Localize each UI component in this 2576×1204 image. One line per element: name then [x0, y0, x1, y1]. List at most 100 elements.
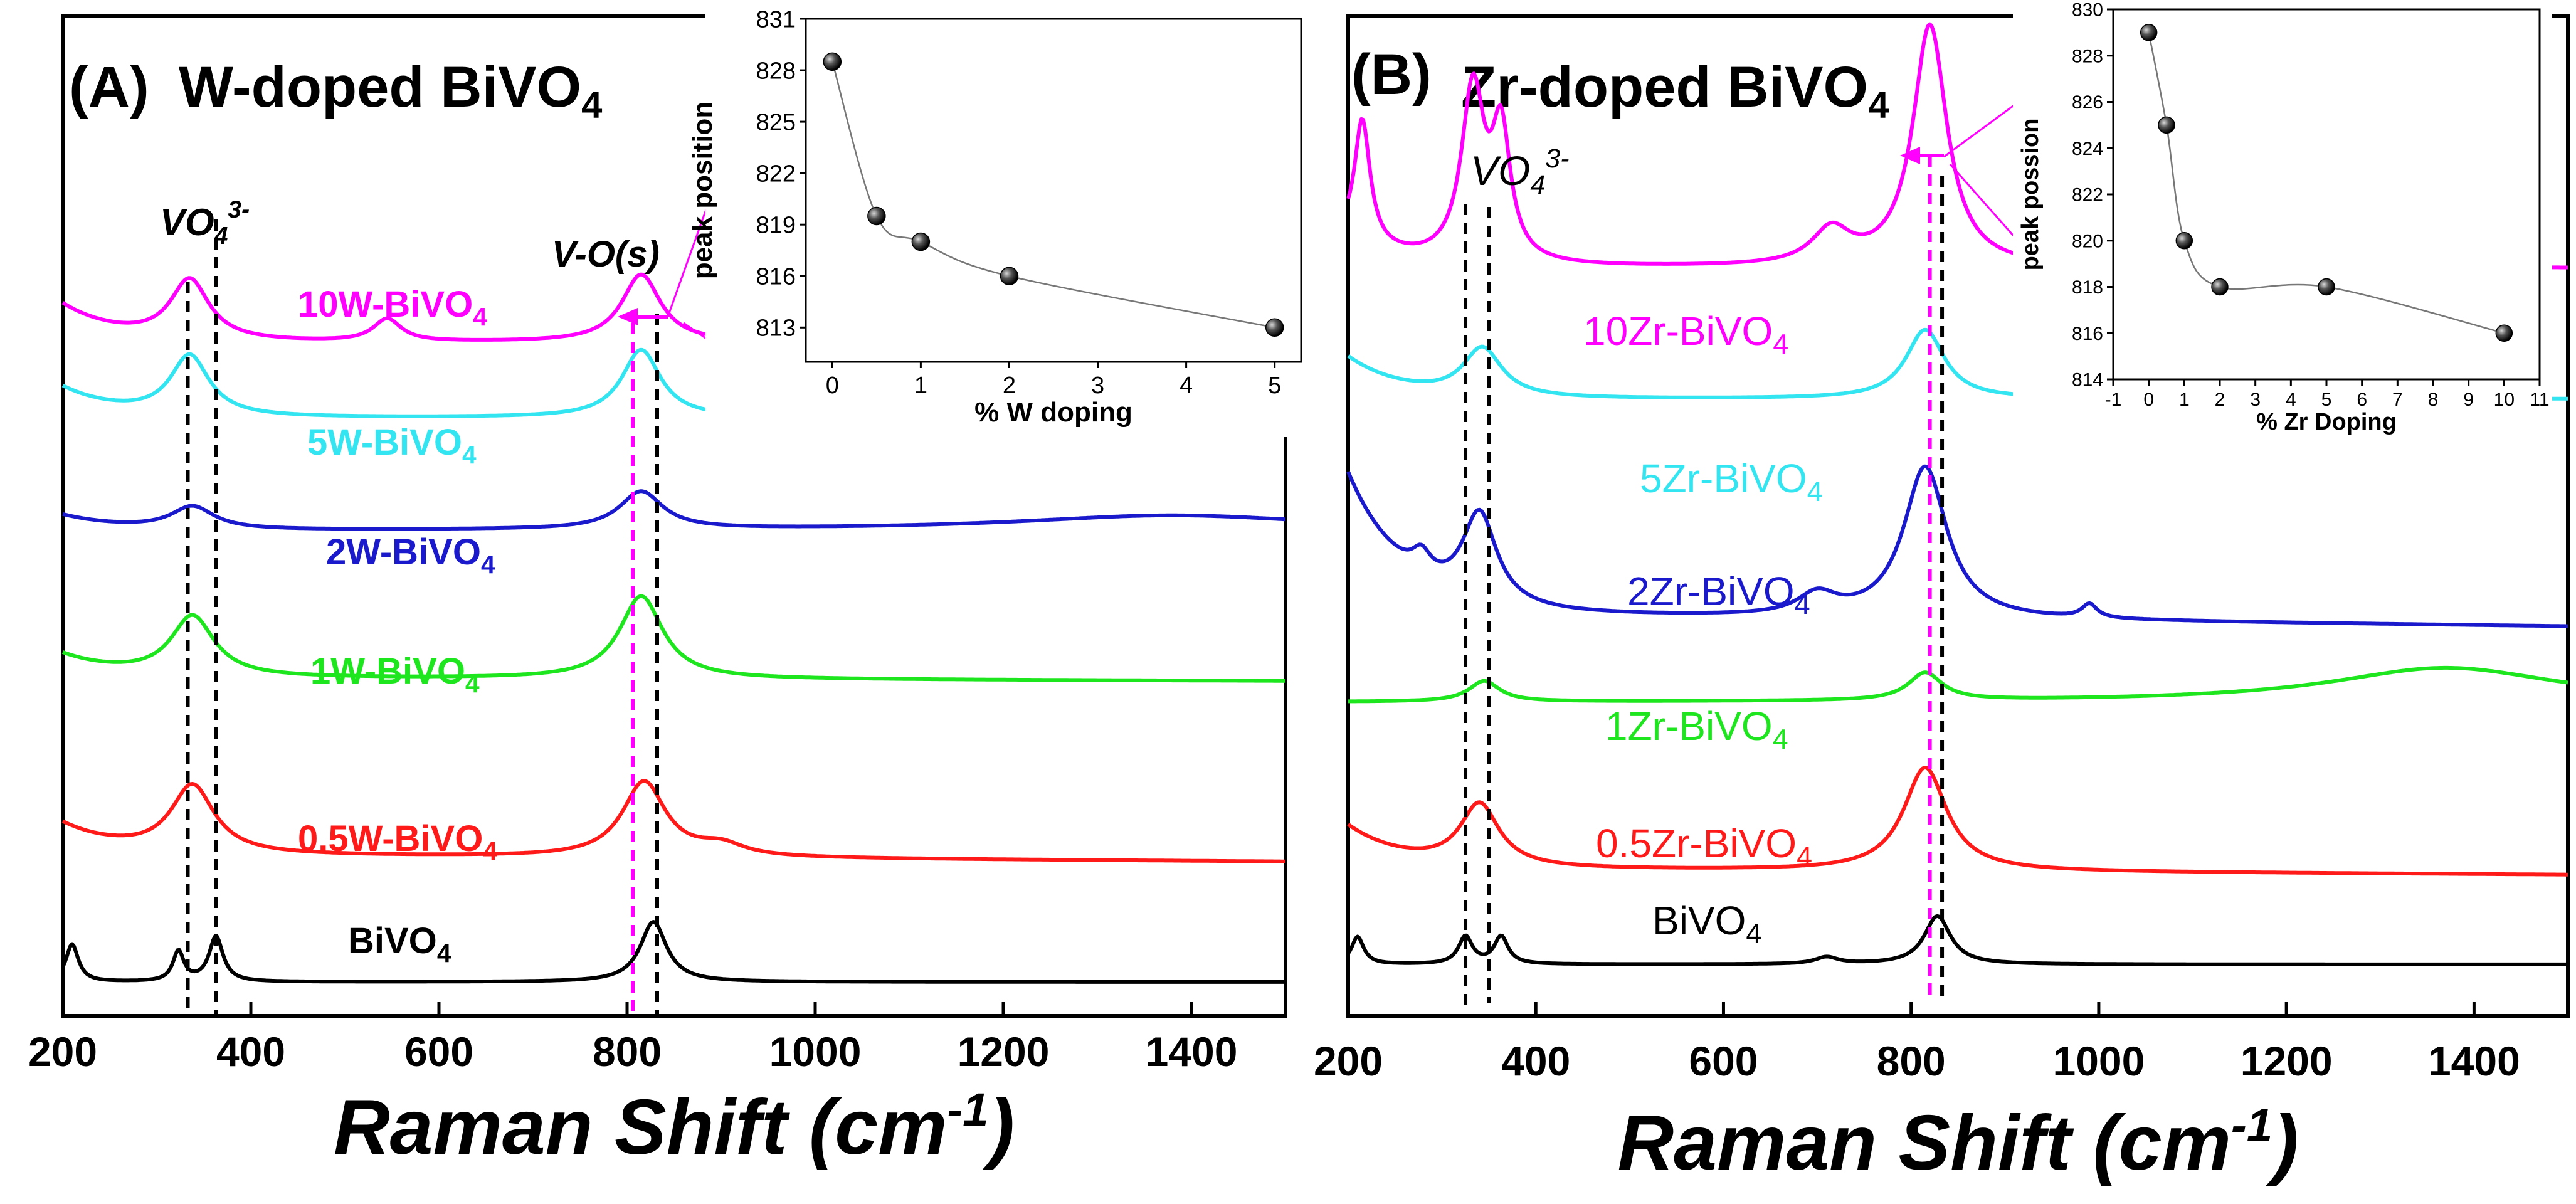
x-tick-label: 1000	[769, 1028, 862, 1075]
x-tick-label: 1200	[958, 1028, 1050, 1075]
series-label-subscript: 4	[1773, 329, 1788, 360]
inset-y-tick-label: 822	[756, 161, 796, 187]
x-tick-label: 600	[404, 1028, 473, 1075]
series-label-subscript: 4	[465, 669, 480, 698]
series-label-4: 5Zr-BiVO4	[1640, 456, 1823, 507]
series-label-subscript: 4	[1807, 476, 1823, 507]
vo4-annotation-superscript: 3-	[228, 196, 250, 223]
x-tick-label: 200	[28, 1028, 97, 1075]
inset-y-tick-label: 826	[2072, 92, 2103, 113]
inset-x-axis-label: % W doping	[974, 397, 1132, 428]
x-axis-label-superscript: -1	[2231, 1099, 2272, 1151]
vo4-annotation: VO43-	[1470, 144, 1569, 200]
inset-y-tick-label: 824	[2072, 139, 2103, 159]
series-label-1: 0.5W-BiVO4	[298, 818, 497, 865]
series-line-3	[1346, 464, 2568, 628]
inset-y-tick-label: 828	[2072, 46, 2103, 66]
x-tick-label: 400	[216, 1028, 285, 1075]
series-label-0: BiVO4	[1652, 898, 1761, 949]
inset-data-point	[1000, 267, 1019, 285]
inset-data-point	[2158, 116, 2175, 134]
panel-title: W-doped BiVO4	[179, 55, 602, 126]
inset-data-point	[2318, 278, 2335, 296]
inset-x-tick-label: 7	[2392, 389, 2403, 410]
vo4-annotation-text: VO	[1470, 147, 1530, 194]
inset-x-tick-label: 4	[2286, 389, 2296, 410]
x-axis-label: Raman Shift (cm-1)	[334, 1084, 1015, 1171]
x-tick-label: 400	[1501, 1038, 1570, 1084]
inset-x-tick-label: 9	[2463, 389, 2474, 410]
series-line-0	[1346, 914, 2568, 966]
series-label-2: 1Zr-BiVO4	[1605, 704, 1788, 755]
inset-x-tick-label: -1	[2105, 389, 2122, 410]
vo4-annotation: VO43-	[160, 196, 250, 250]
x-tick-label: 200	[1314, 1038, 1383, 1084]
series-label-text: 5Zr-BiVO	[1640, 456, 1807, 501]
series-line-2	[61, 594, 1285, 683]
inset-x-tick-label: 10	[2494, 389, 2515, 410]
inset-y-tick-label: 814	[2072, 370, 2103, 391]
inset-y-tick-label: 813	[756, 315, 796, 342]
inset-data-point	[2175, 232, 2193, 250]
inset-y-tick-label: 820	[2072, 231, 2103, 251]
panel-label: (A)	[69, 55, 149, 119]
series-label-text: 1W-BiVO	[310, 651, 465, 692]
series-label-subscript: 4	[473, 302, 487, 331]
x-axis-label-text: Raman Shift (cm	[334, 1084, 947, 1171]
vo4-annotation-subscript: 4	[214, 223, 228, 250]
series-label-subscript: 4	[462, 440, 477, 469]
inset-y-tick-label: 818	[2072, 277, 2103, 298]
inset-y-tick-label: 816	[756, 264, 796, 290]
series-label-subscript: 4	[481, 550, 495, 579]
series-label-3: 2Zr-BiVO4	[1627, 569, 1810, 620]
series-label-text: 10W-BiVO	[298, 284, 473, 325]
series-label-text: 10Zr-BiVO	[1583, 309, 1773, 354]
series-line-0	[61, 920, 1285, 984]
inset-frame	[805, 18, 1302, 363]
x-tick-label: 800	[1877, 1038, 1946, 1084]
inset-x-tick-label: 11	[2530, 389, 2549, 410]
series-label-4: 5W-BiVO4	[307, 422, 477, 469]
x-tick-label: 1400	[2428, 1038, 2520, 1084]
inset-x-tick-label: 0	[2143, 389, 2154, 410]
series-line-1	[1347, 766, 2568, 877]
inset-data-point	[2211, 278, 2229, 296]
inset-y-tick-label: 822	[2072, 185, 2103, 206]
series-label-3: 2W-BiVO4	[326, 532, 495, 579]
series-label-text: 1Zr-BiVO	[1605, 704, 1773, 749]
series-label-subscript: 4	[1795, 589, 1810, 620]
inset-x-tick-label: 2	[1003, 372, 1016, 399]
series-label-subscript: 4	[437, 939, 451, 968]
panel-label: (B)	[1351, 43, 1432, 107]
x-tick-label: 600	[1689, 1038, 1758, 1084]
series-label-subscript: 4	[1797, 841, 1812, 872]
inset-x-tick-label: 1	[914, 372, 927, 399]
inset: 0 1 2 3 4 5 813 816 819 822 825 828 831 % W doping pea…	[687, 6, 1314, 437]
series-label-text: 2W-BiVO	[326, 532, 481, 573]
series-label-subscript: 4	[483, 837, 497, 865]
vo4-annotation-superscript: 3-	[1545, 144, 1569, 174]
inset-x-tick-label: 5	[2321, 389, 2332, 410]
series-label-subscript: 4	[1746, 918, 1761, 949]
x-tick-label: 1200	[2241, 1038, 2333, 1084]
vo-annotation: V-O(s)	[552, 234, 660, 275]
series-line-2	[1348, 665, 2568, 704]
inset-data-point	[2140, 24, 2158, 41]
panel-title-text: Zr-doped BiVO	[1461, 55, 1868, 119]
series-label-subscript: 4	[1773, 724, 1788, 755]
inset-x-tick-label: 5	[1268, 372, 1281, 399]
series-label-text: 5W-BiVO	[307, 422, 462, 463]
panel-title-subscript: 4	[581, 84, 602, 126]
inset-y-tick-label: 819	[756, 213, 796, 239]
inset-trend-line	[831, 61, 1275, 329]
x-tick-label: 1400	[1146, 1028, 1238, 1075]
series-line-3	[62, 489, 1286, 531]
series-label-text: 0.5Zr-BiVO	[1596, 821, 1797, 866]
inset-x-tick-label: 2	[2215, 389, 2225, 410]
panel-title-subscript: 4	[1868, 84, 1889, 126]
inset: -1 0 1 2 3 4 5 6 7 8 9 10 11 814 816 818 820 822 824 826 828…	[2013, 0, 2552, 455]
series-label-text: 2Zr-BiVO	[1627, 569, 1795, 614]
vo4-annotation-subscript: 4	[1530, 170, 1545, 200]
